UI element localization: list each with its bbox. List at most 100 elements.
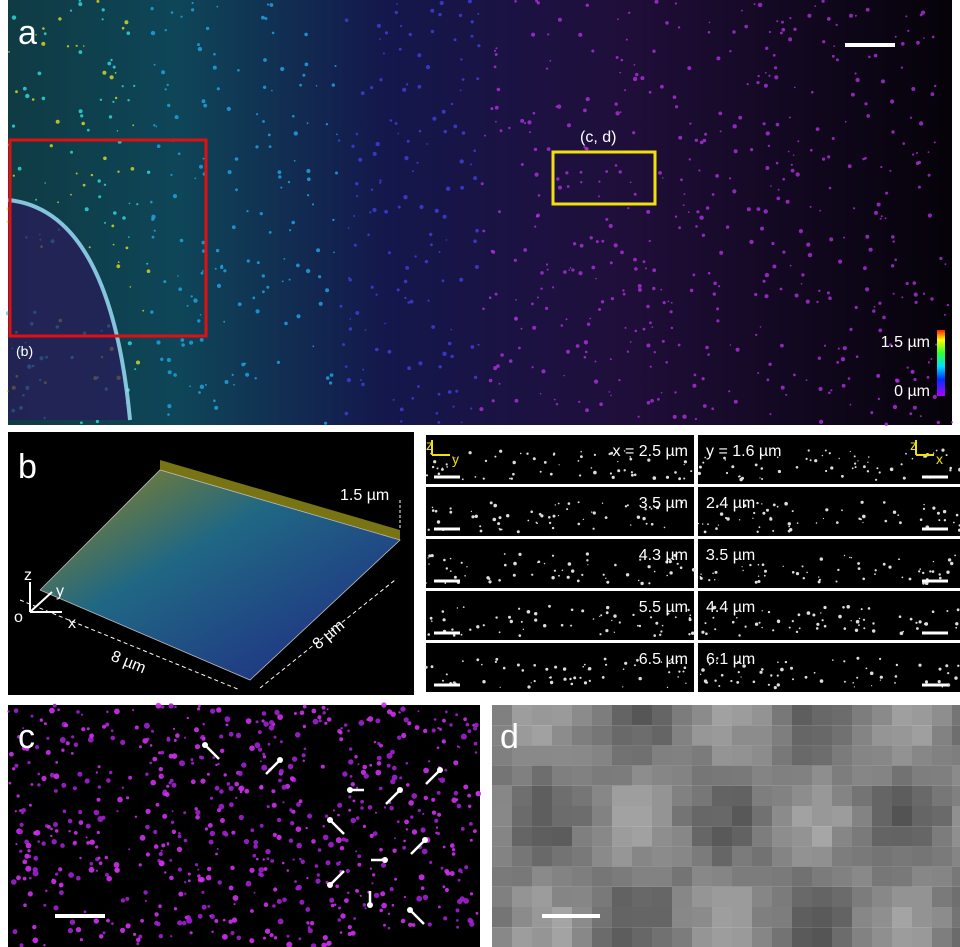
pixel bbox=[812, 806, 832, 826]
speckle bbox=[306, 827, 308, 829]
speckle bbox=[584, 356, 587, 359]
speckle bbox=[499, 528, 501, 530]
speckle bbox=[920, 518, 923, 521]
speckle bbox=[760, 326, 762, 328]
speckle bbox=[824, 625, 827, 628]
speckle bbox=[678, 26, 680, 28]
speckle bbox=[524, 122, 526, 124]
speckle bbox=[459, 278, 463, 282]
speckle bbox=[132, 709, 134, 711]
speckle bbox=[70, 920, 75, 925]
speckle bbox=[476, 791, 482, 797]
speckle bbox=[708, 31, 711, 34]
speckle bbox=[446, 466, 448, 468]
speckle bbox=[497, 88, 501, 92]
speckle bbox=[878, 329, 882, 333]
pixel bbox=[812, 826, 832, 846]
speckle bbox=[580, 244, 584, 248]
speckle bbox=[518, 347, 521, 350]
speckle bbox=[407, 721, 411, 725]
speckle bbox=[571, 569, 574, 572]
speckle bbox=[795, 294, 799, 298]
speckle bbox=[911, 370, 915, 374]
speckle bbox=[649, 240, 651, 242]
speckle bbox=[535, 173, 539, 177]
speckle bbox=[736, 681, 739, 684]
speckle bbox=[780, 32, 783, 35]
pixel bbox=[772, 887, 792, 907]
speckle bbox=[54, 773, 60, 779]
speckle bbox=[355, 889, 359, 893]
speckle bbox=[796, 572, 799, 575]
speckle bbox=[830, 389, 832, 391]
speckle bbox=[622, 289, 624, 291]
speckle bbox=[646, 344, 650, 348]
speckle bbox=[284, 322, 288, 326]
speckle bbox=[595, 278, 597, 280]
pixel bbox=[712, 887, 732, 907]
speckle bbox=[522, 669, 525, 672]
speckle bbox=[654, 351, 656, 353]
speckle bbox=[357, 854, 361, 858]
speckle bbox=[829, 452, 831, 454]
speckle bbox=[664, 527, 666, 529]
speckle bbox=[570, 267, 572, 269]
speckle bbox=[230, 866, 234, 870]
speckle bbox=[198, 914, 203, 919]
speckle bbox=[842, 606, 845, 609]
arrow-head bbox=[397, 787, 403, 793]
speckle bbox=[828, 392, 831, 395]
speckle bbox=[493, 518, 497, 522]
speckle bbox=[122, 27, 125, 30]
speckle bbox=[238, 771, 243, 776]
speckle bbox=[539, 513, 542, 516]
speckle bbox=[184, 893, 186, 895]
speckle bbox=[462, 478, 464, 480]
speckle bbox=[909, 412, 912, 415]
speckle bbox=[460, 159, 464, 163]
speckle bbox=[388, 913, 390, 915]
speckle bbox=[86, 837, 88, 839]
pixel bbox=[552, 786, 572, 806]
speckle bbox=[443, 916, 447, 920]
speckle bbox=[396, 3, 398, 5]
speckle bbox=[167, 737, 170, 740]
speckle bbox=[443, 559, 446, 562]
speckle bbox=[335, 172, 338, 175]
speckle bbox=[928, 174, 931, 177]
speckle bbox=[626, 39, 628, 41]
speckle bbox=[552, 286, 554, 288]
speckle bbox=[677, 676, 679, 678]
speckle bbox=[178, 835, 182, 839]
speckle bbox=[605, 170, 608, 173]
speckle bbox=[761, 668, 764, 671]
speckle bbox=[463, 606, 465, 608]
speckle bbox=[107, 62, 111, 66]
speckle bbox=[764, 575, 766, 577]
speckle bbox=[605, 218, 608, 221]
pixel bbox=[612, 867, 632, 887]
speckle bbox=[955, 622, 958, 625]
speckle bbox=[470, 892, 473, 895]
speckle bbox=[549, 60, 551, 62]
speckle bbox=[37, 773, 40, 776]
speckle bbox=[250, 909, 254, 913]
speckle bbox=[673, 95, 677, 99]
speckle bbox=[531, 574, 533, 576]
speckle bbox=[376, 142, 380, 146]
speckle bbox=[568, 269, 570, 271]
speckle bbox=[774, 66, 777, 69]
speckle bbox=[360, 379, 362, 381]
speckle bbox=[312, 709, 317, 714]
speckle bbox=[212, 756, 215, 759]
speckle bbox=[702, 234, 705, 237]
speckle bbox=[150, 201, 153, 204]
speckle bbox=[680, 178, 683, 181]
speckle bbox=[113, 244, 115, 246]
speckle bbox=[293, 859, 295, 861]
speckle bbox=[323, 835, 329, 841]
pixel bbox=[692, 846, 712, 866]
speckle bbox=[13, 175, 15, 177]
speckle bbox=[349, 318, 351, 320]
speckle bbox=[289, 839, 293, 843]
